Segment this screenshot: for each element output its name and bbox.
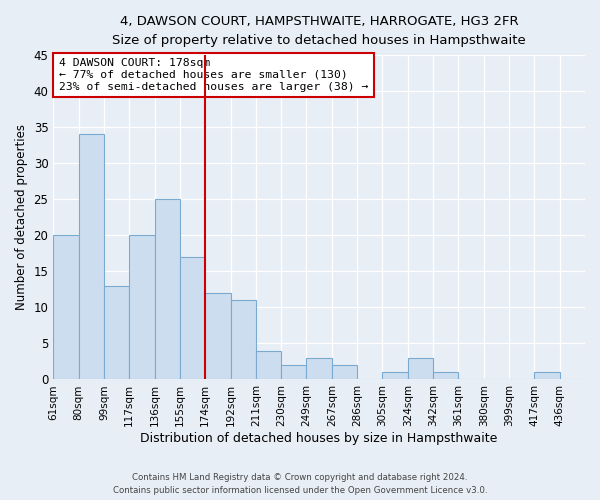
Bar (433, 372, 458, 380)
Bar (205, 293, 230, 380)
Bar (129, 236, 155, 380)
Bar (382, 372, 408, 380)
Bar (256, 350, 281, 380)
Bar (230, 300, 256, 380)
Bar (281, 365, 307, 380)
Text: Contains HM Land Registry data © Crown copyright and database right 2024.
Contai: Contains HM Land Registry data © Crown c… (113, 474, 487, 495)
Bar (53, 236, 79, 380)
Title: 4, DAWSON COURT, HAMPSTHWAITE, HARROGATE, HG3 2FR
Size of property relative to d: 4, DAWSON COURT, HAMPSTHWAITE, HARROGATE… (112, 15, 526, 47)
Bar (79, 134, 104, 380)
Bar (180, 257, 205, 380)
Y-axis label: Number of detached properties: Number of detached properties (15, 124, 28, 310)
Bar (307, 358, 332, 380)
Bar (155, 200, 180, 380)
Bar (104, 286, 129, 380)
Bar (332, 365, 357, 380)
Bar (535, 372, 560, 380)
X-axis label: Distribution of detached houses by size in Hampsthwaite: Distribution of detached houses by size … (140, 432, 498, 445)
Bar (408, 358, 433, 380)
Text: 4 DAWSON COURT: 178sqm
← 77% of detached houses are smaller (130)
23% of semi-de: 4 DAWSON COURT: 178sqm ← 77% of detached… (59, 58, 368, 92)
